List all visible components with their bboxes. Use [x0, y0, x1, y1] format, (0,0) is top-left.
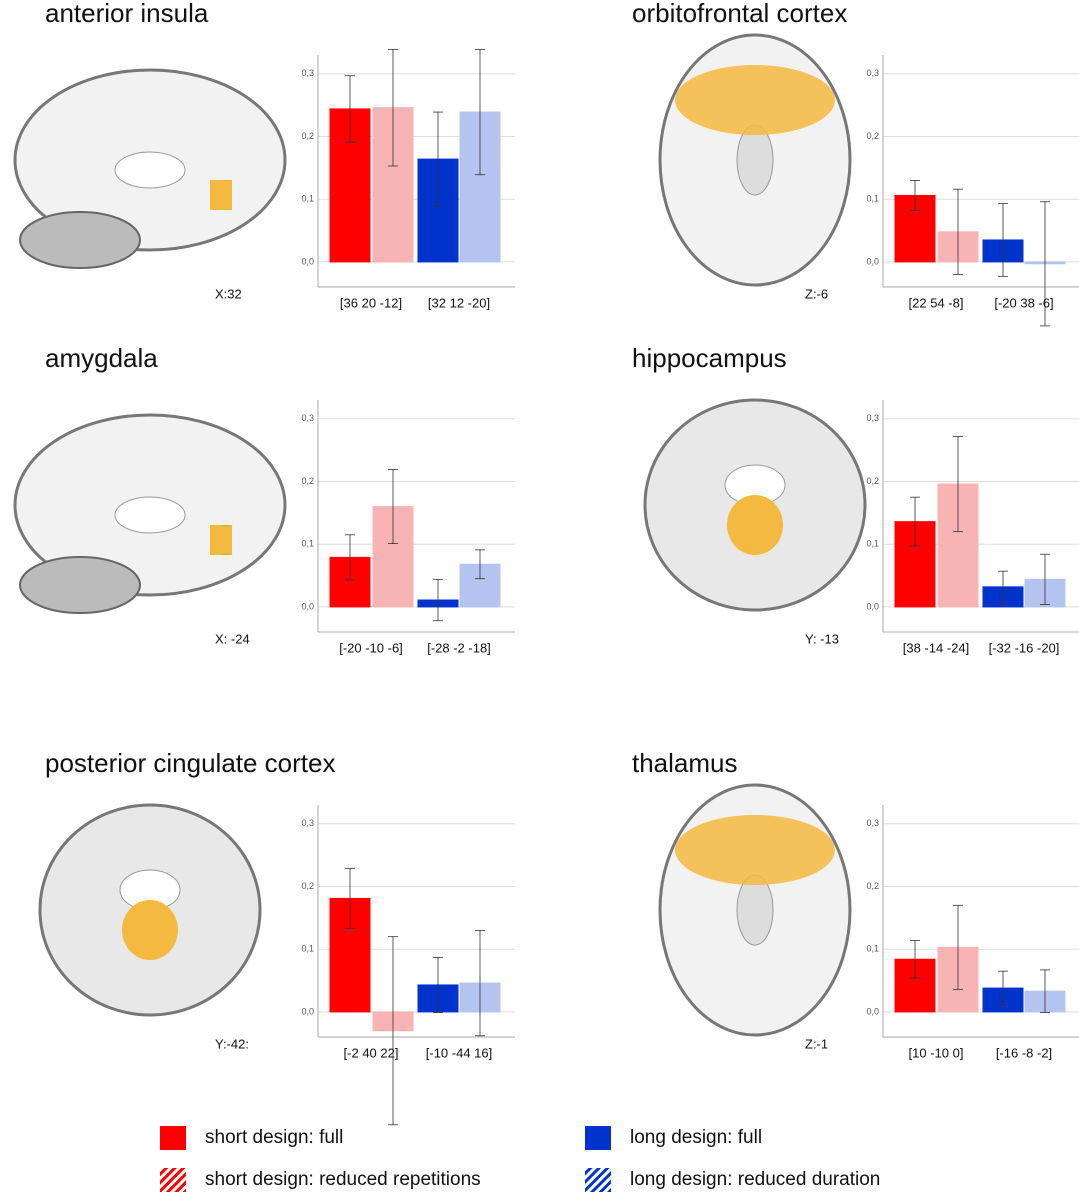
x-tick-label: [-16 -8 -2]	[996, 1045, 1052, 1060]
panel-title: thalamus	[632, 748, 738, 778]
y-tick-label: 0,2	[301, 476, 314, 486]
error-bar	[910, 180, 920, 211]
x-tick-label: [22 54 -8]	[909, 295, 964, 310]
y-tick-label: 0,0	[301, 256, 314, 266]
error-bar	[953, 435, 963, 533]
error-bar	[1040, 969, 1050, 1013]
y-tick-label: 0,2	[301, 131, 314, 141]
error-bar	[475, 930, 485, 1037]
legend-label: short design: reduced repetitions	[205, 1169, 481, 1190]
legend-swatch	[585, 1126, 611, 1150]
x-tick-label: [-32 -16 -20]	[989, 640, 1060, 655]
x-tick-label: [38 -14 -24]	[903, 640, 970, 655]
ventricle	[736, 124, 774, 196]
error-bar	[998, 203, 1008, 277]
slice-label: Z:-6	[805, 286, 828, 301]
error-bar	[388, 48, 398, 167]
error-bar	[388, 936, 398, 1126]
slice-label: X: -24	[215, 631, 250, 646]
y-tick-label: 0,1	[866, 194, 879, 204]
error-bar	[998, 570, 1008, 603]
ventricle	[114, 496, 186, 534]
brain-image	[13, 68, 287, 269]
y-tick-label: 0,1	[301, 539, 314, 549]
x-tick-label: [-10 -44 16]	[426, 1045, 493, 1060]
error-bar	[433, 578, 443, 622]
error-bar	[345, 75, 355, 143]
panel-title: anterior insula	[45, 0, 209, 28]
error-bar	[345, 534, 355, 581]
x-tick-label: [-20 38 -6]	[994, 295, 1053, 310]
error-bar	[910, 496, 920, 547]
x-tick-label: [32 12 -20]	[428, 295, 490, 310]
x-tick-label: [-20 -10 -6]	[339, 640, 403, 655]
slice-label: Y:-42:	[215, 1036, 249, 1051]
error-bar	[345, 867, 355, 929]
y-tick-label: 0,0	[866, 256, 879, 266]
roi-blob	[675, 65, 835, 135]
panel-title: amygdala	[45, 343, 158, 373]
error-bar	[910, 940, 920, 979]
legend-label: long design: reduced duration	[630, 1169, 880, 1190]
roi-blob	[122, 900, 178, 960]
y-tick-label: 0,0	[301, 1006, 314, 1016]
brain-image	[38, 803, 262, 1017]
y-tick-label: 0,1	[866, 539, 879, 549]
x-tick-label: [36 20 -12]	[340, 295, 402, 310]
y-tick-label: 0,0	[301, 601, 314, 611]
x-tick-label: [10 -10 0]	[909, 1045, 964, 1060]
panel-title: orbitofrontal cortex	[632, 0, 847, 28]
y-tick-label: 0,3	[301, 818, 314, 828]
panel-title: posterior cingulate cortex	[45, 748, 335, 778]
legend-swatch	[585, 1168, 611, 1192]
error-bar	[433, 111, 443, 207]
legend-swatch	[160, 1126, 186, 1150]
legend-label: long design: full	[630, 1127, 762, 1148]
y-tick-label: 0,1	[866, 944, 879, 954]
roi-blob	[210, 180, 232, 210]
y-tick-label: 0,3	[866, 68, 879, 78]
brain-image	[658, 783, 852, 1037]
slice-label: X:32	[215, 286, 242, 301]
y-tick-label: 0,2	[866, 476, 879, 486]
error-bar	[998, 970, 1008, 1006]
error-bar	[953, 188, 963, 275]
error-bar	[1040, 201, 1050, 327]
roi-blob	[675, 815, 835, 885]
error-bar	[475, 549, 485, 580]
error-bar	[953, 904, 963, 990]
y-tick-label: 0,1	[301, 194, 314, 204]
cerebellum	[19, 556, 141, 614]
y-tick-label: 0,3	[866, 818, 879, 828]
brain-image	[658, 33, 852, 287]
error-bar	[388, 469, 398, 544]
brain-image	[13, 413, 287, 614]
error-bar	[475, 48, 485, 176]
slice-label: Y: -13	[805, 631, 839, 646]
ventricle	[736, 874, 774, 946]
y-tick-label: 0,3	[301, 68, 314, 78]
x-tick-label: [-2 40 22]	[344, 1045, 399, 1060]
y-tick-label: 0,2	[866, 131, 879, 141]
cerebellum	[19, 211, 141, 269]
panel-title: hippocampus	[632, 343, 787, 373]
error-bar	[433, 956, 443, 1013]
legend-label: short design: full	[205, 1127, 343, 1148]
legend-swatch	[160, 1168, 186, 1192]
roi-blob	[210, 525, 232, 555]
y-tick-label: 0,2	[866, 881, 879, 891]
error-bar	[1040, 553, 1050, 605]
roi-blob	[727, 495, 783, 555]
y-tick-label: 0,2	[301, 881, 314, 891]
ventricle	[114, 151, 186, 189]
y-tick-label: 0,3	[866, 413, 879, 423]
y-tick-label: 0,3	[301, 413, 314, 423]
y-tick-label: 0,0	[866, 1006, 879, 1016]
x-tick-label: [-28 -2 -18]	[427, 640, 491, 655]
brain-image	[643, 398, 867, 612]
y-tick-label: 0,0	[866, 601, 879, 611]
slice-label: Z:-1	[805, 1036, 828, 1051]
y-tick-label: 0,1	[301, 944, 314, 954]
